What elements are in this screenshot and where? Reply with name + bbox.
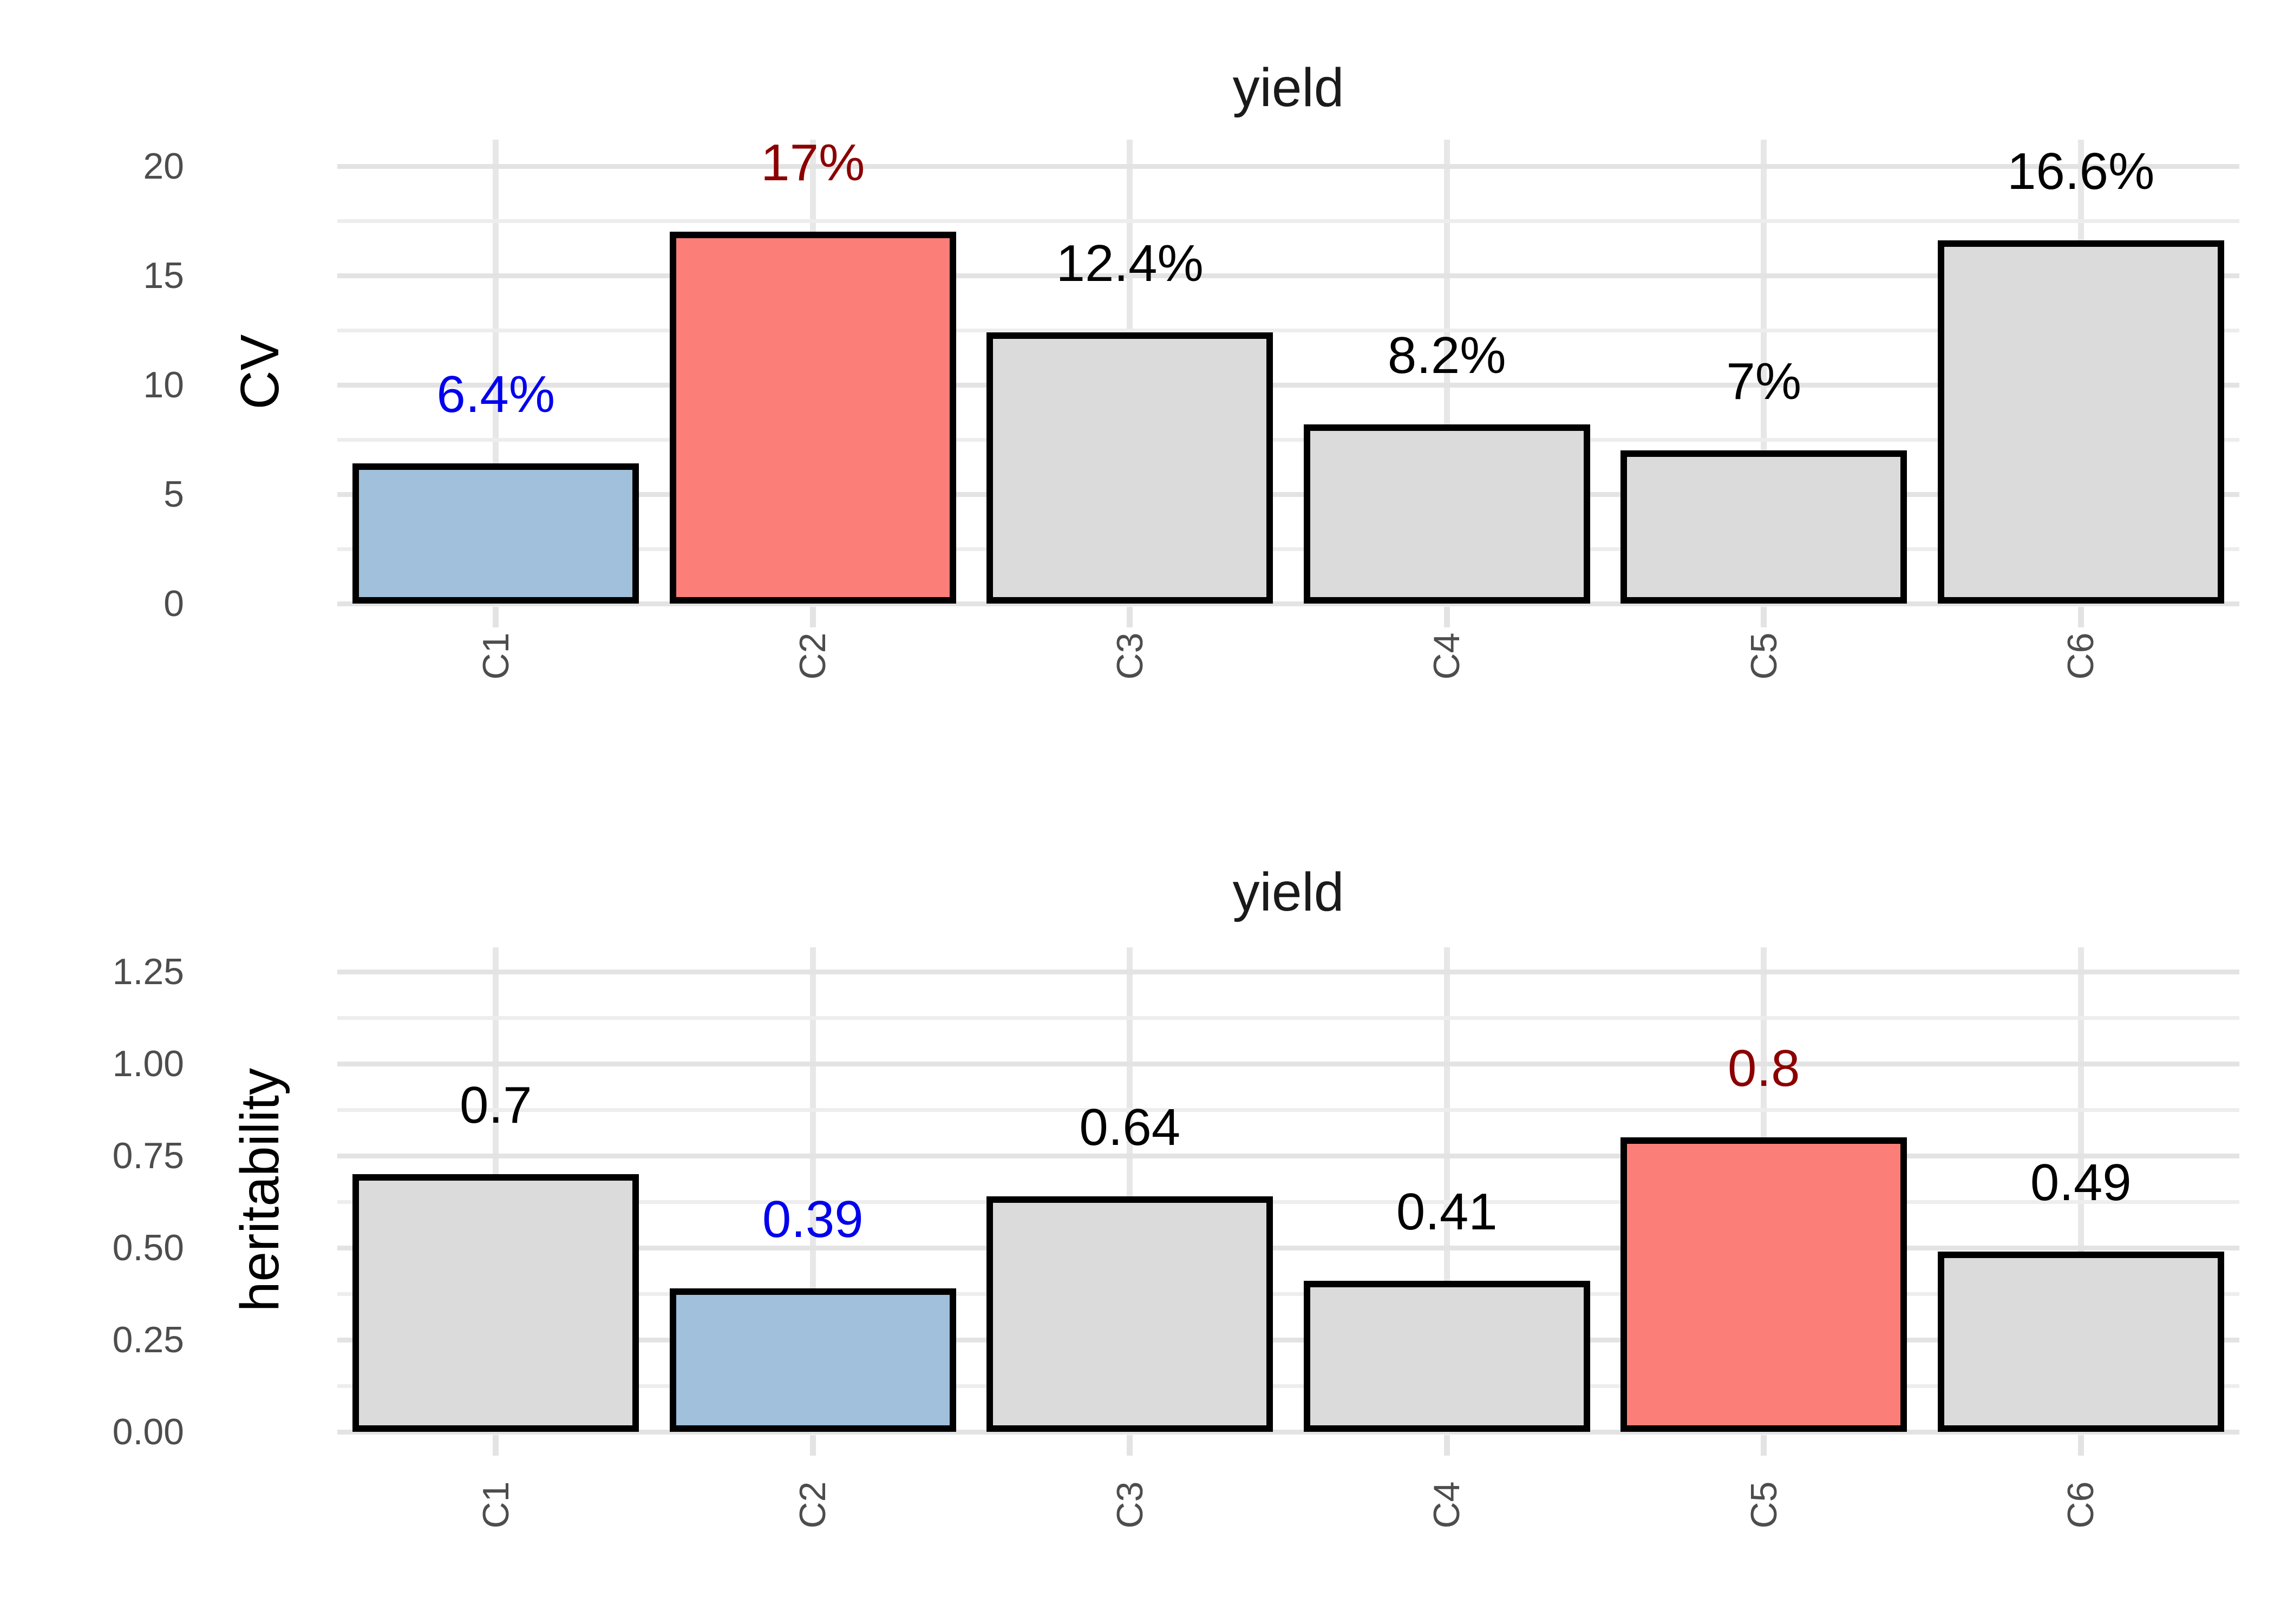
y-gridline-minor [337, 1384, 2239, 1388]
x-axis-tick-mark [1443, 1435, 1450, 1456]
y-gridline-minor [337, 328, 2239, 332]
y-gridline-major [337, 1245, 2239, 1250]
x-gridline [1443, 140, 1450, 604]
y-gridline-minor [337, 547, 2239, 551]
bar-c6 [1937, 1251, 2224, 1432]
x-axis-tick-mark [2077, 1435, 2084, 1456]
bar-c1 [352, 1174, 639, 1432]
y-axis-title: heritability [230, 1068, 290, 1312]
x-axis-tick-mark [1761, 1435, 1767, 1456]
bar-value-label: 0.8 [1728, 1039, 1800, 1097]
x-axis-tick-mark [2077, 607, 2084, 627]
y-tick-label: 0 [164, 583, 184, 624]
x-axis-tick-mark [1127, 607, 1133, 627]
bar-c5 [1620, 1137, 1907, 1432]
y-tick-label: 0.50 [112, 1227, 184, 1268]
x-gridline [809, 947, 816, 1432]
bar-value-label: 17% [761, 134, 865, 192]
y-gridline-minor [337, 1200, 2239, 1204]
bar-value-label: 6.4% [436, 365, 556, 424]
x-gridline [2077, 947, 2084, 1432]
y-gridline-major [337, 969, 2239, 974]
y-tick-label: 5 [164, 474, 184, 515]
bar-value-label: 0.64 [1079, 1098, 1181, 1156]
bar-value-label: 0.39 [762, 1190, 864, 1248]
bar-c4 [1303, 424, 1590, 604]
x-tick-label: C4 [1426, 1481, 1468, 1529]
y-tick-label: 0.75 [112, 1135, 184, 1176]
y-tick-label: 1.25 [112, 951, 184, 992]
y-gridline-minor [337, 437, 2239, 442]
y-gridline-major [337, 273, 2239, 278]
y-gridline-major [337, 1429, 2239, 1435]
bar-value-label: 12.4% [1056, 234, 1204, 293]
y-tick-label: 0.25 [112, 1319, 184, 1360]
x-gridline [1443, 947, 1450, 1432]
bar-value-label: 0.7 [460, 1076, 532, 1134]
y-gridline-minor [337, 1016, 2239, 1020]
bar-c2 [669, 232, 956, 604]
y-gridline-major [337, 601, 2239, 606]
x-axis-tick-mark [493, 607, 499, 627]
bar-value-label: 7% [1726, 352, 1802, 411]
x-axis-tick-mark [1443, 607, 1450, 627]
chart-title: yield [1232, 862, 1344, 922]
x-axis-tick-mark [1127, 1435, 1133, 1456]
y-gridline-minor [337, 1108, 2239, 1112]
x-tick-label: C1 [475, 1481, 517, 1529]
bar-value-label: 0.49 [2030, 1153, 2132, 1212]
x-axis-tick-mark [1761, 607, 1767, 627]
y-gridline-major [337, 1153, 2239, 1158]
x-axis-tick-mark [809, 607, 816, 627]
y-gridline-major [337, 1061, 2239, 1066]
y-tick-label: 10 [143, 364, 184, 405]
y-tick-label: 15 [143, 255, 184, 296]
x-gridline [493, 140, 499, 604]
bar-c1 [352, 463, 639, 604]
x-tick-label: C2 [792, 1481, 834, 1529]
bar-c5 [1620, 450, 1907, 604]
bar-value-label: 16.6% [2007, 142, 2155, 201]
y-gridline-major [337, 382, 2239, 388]
chart-title: yield [1232, 57, 1344, 118]
bar-c3 [986, 332, 1273, 604]
bar-c6 [1937, 240, 2224, 604]
bar-value-label: 8.2% [1387, 326, 1506, 384]
bar-value-label: 0.41 [1396, 1183, 1498, 1241]
y-gridline-minor [337, 1292, 2239, 1296]
y-tick-label: 20 [143, 146, 184, 187]
x-axis-tick-mark [493, 1435, 499, 1456]
y-gridline-major [337, 163, 2239, 169]
x-gridline [1761, 140, 1767, 604]
x-axis-tick-mark [809, 1435, 816, 1456]
y-tick-label: 0.00 [112, 1411, 184, 1452]
x-tick-label: C3 [1109, 1481, 1151, 1529]
bar-c4 [1303, 1281, 1590, 1432]
y-gridline-minor [337, 219, 2239, 223]
x-gridline [1127, 947, 1133, 1432]
y-gridline-major [337, 1337, 2239, 1343]
y-gridline-major [337, 492, 2239, 497]
bar-c2 [669, 1288, 956, 1432]
x-tick-label: C6 [2060, 1481, 2102, 1529]
x-tick-label: C5 [1743, 1481, 1785, 1529]
bar-c3 [986, 1196, 1273, 1432]
y-tick-label: 1.00 [112, 1043, 184, 1084]
